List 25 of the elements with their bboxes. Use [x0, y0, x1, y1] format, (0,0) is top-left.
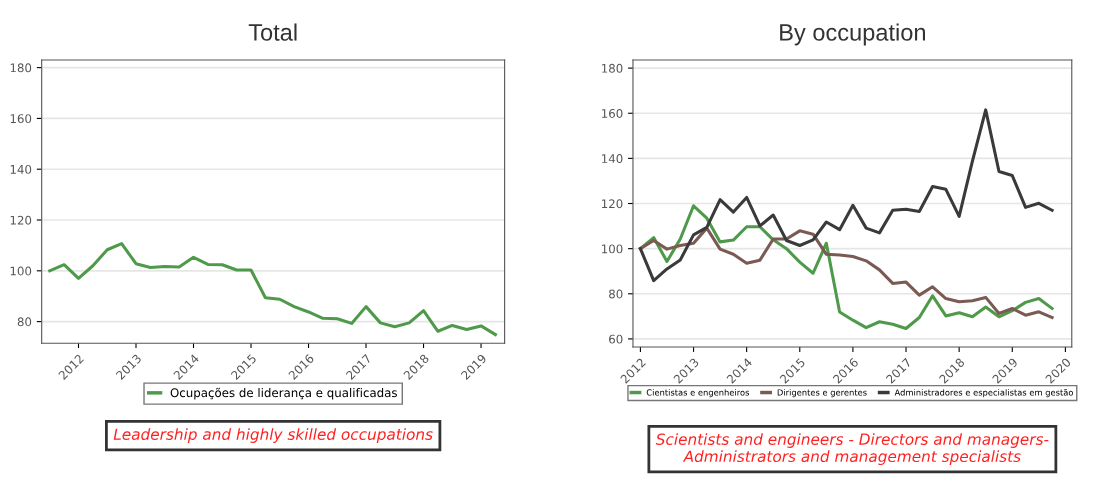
legend-label: Cientistas e engenheiros [646, 389, 750, 398]
y-tick-label: 120 [10, 215, 32, 225]
y-tick-label: 120 [602, 199, 623, 209]
y-tick-label: 100 [10, 266, 32, 276]
y-tick-label: 60 [609, 334, 623, 344]
y-tick-label: 160 [10, 114, 32, 124]
y-tick-label: 140 [10, 164, 32, 174]
chart-title: Total [248, 23, 297, 41]
text: Leadership and highly skilled occupations [113, 428, 433, 443]
y-tick-label: 100 [602, 244, 623, 254]
line-series [638, 226, 1054, 320]
legend-label: Ocupações de liderança e qualificadas [170, 387, 397, 400]
y-tick-label: 80 [609, 289, 623, 299]
line-series [48, 242, 497, 337]
y-tick-label: 180 [10, 63, 32, 73]
legend-label: Administradores e especialistas em gestão [894, 388, 1073, 398]
y-tick-label: 160 [602, 108, 623, 118]
line-series [638, 108, 1054, 283]
legend-label: Dirigentes e gerentes [777, 389, 867, 398]
text: Scientists and engineers - Directors and managers- Administrators and management specialists [655, 433, 1049, 466]
y-tick-label: 80 [17, 317, 32, 327]
y-tick-label: 140 [602, 154, 623, 164]
line-series [638, 204, 1054, 331]
y-tick-label: 180 [602, 63, 623, 73]
chart-title: By occupation [780, 23, 925, 46]
